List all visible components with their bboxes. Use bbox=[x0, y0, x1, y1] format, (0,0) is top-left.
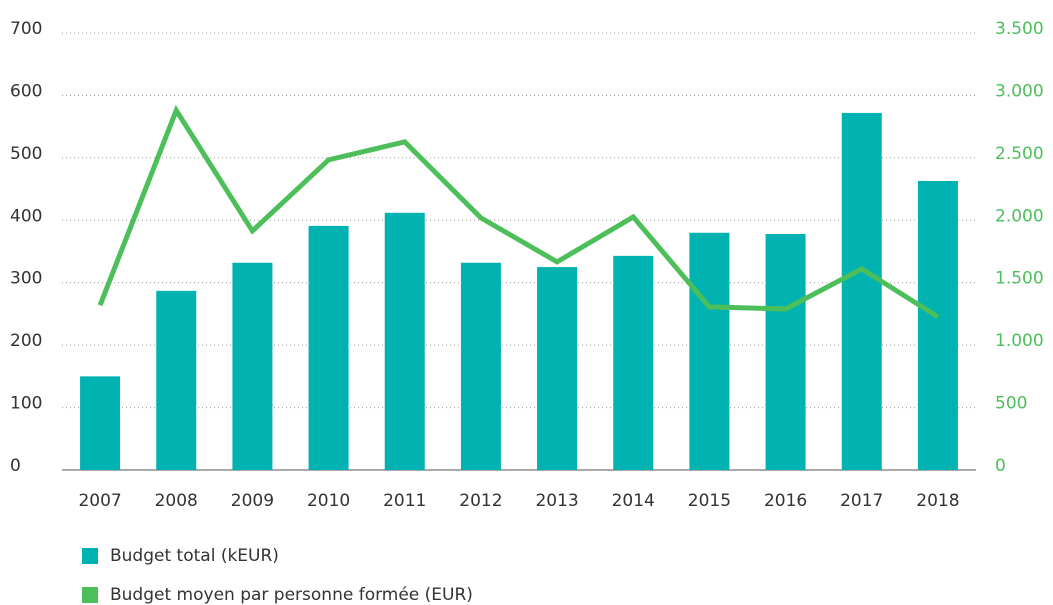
bar bbox=[308, 225, 349, 470]
y-tick-label: 500 bbox=[10, 144, 42, 164]
y2-tick-label: 3.000 bbox=[995, 81, 1044, 101]
x-tick-label: 2015 bbox=[688, 491, 731, 511]
legend-swatch bbox=[82, 548, 98, 564]
line bbox=[97, 104, 940, 320]
bar bbox=[232, 262, 273, 470]
bar bbox=[460, 262, 501, 470]
x-tick-label: 2018 bbox=[916, 491, 959, 511]
y-tick-label: 0 bbox=[10, 456, 21, 476]
y2-tick-label: 2.500 bbox=[995, 144, 1044, 164]
x-tick-label: 2011 bbox=[383, 491, 426, 511]
y-tick-label: 300 bbox=[10, 269, 42, 289]
bar bbox=[841, 112, 882, 470]
bar bbox=[765, 234, 806, 470]
x-tick-label: 2007 bbox=[78, 491, 121, 511]
legend-label: Budget moyen par personne formée (EUR) bbox=[110, 585, 473, 605]
y2-tick-label: 3.500 bbox=[995, 19, 1044, 39]
legend-label: Budget total (kEUR) bbox=[110, 546, 279, 566]
x-tick-label: 2012 bbox=[459, 491, 502, 511]
y-tick-label: 600 bbox=[10, 81, 42, 101]
y2-tick-label: 2.000 bbox=[995, 206, 1044, 226]
bar bbox=[80, 376, 121, 470]
y-tick-label: 400 bbox=[10, 206, 42, 226]
bar bbox=[156, 290, 197, 470]
bar bbox=[613, 255, 654, 470]
x-tick-label: 2014 bbox=[612, 491, 655, 511]
bar bbox=[384, 212, 425, 470]
y-tick-label: 700 bbox=[10, 19, 42, 39]
x-tick-label: 2010 bbox=[307, 491, 350, 511]
x-tick-label: 2016 bbox=[764, 491, 807, 511]
y2-tick-label: 1.500 bbox=[995, 269, 1044, 289]
bar bbox=[537, 267, 578, 470]
y-tick-label: 200 bbox=[10, 331, 42, 351]
bar bbox=[917, 180, 958, 470]
x-tick-label: 2008 bbox=[155, 491, 198, 511]
x-tick-label: 2017 bbox=[840, 491, 883, 511]
x-tick-label: 2009 bbox=[231, 491, 274, 511]
y2-tick-label: 0 bbox=[995, 456, 1006, 476]
legend-swatch bbox=[82, 587, 98, 603]
y2-tick-label: 500 bbox=[995, 394, 1027, 414]
y2-tick-label: 1.000 bbox=[995, 331, 1044, 351]
bar bbox=[689, 232, 730, 470]
y-tick-label: 100 bbox=[10, 394, 42, 414]
x-tick-label: 2013 bbox=[535, 491, 578, 511]
